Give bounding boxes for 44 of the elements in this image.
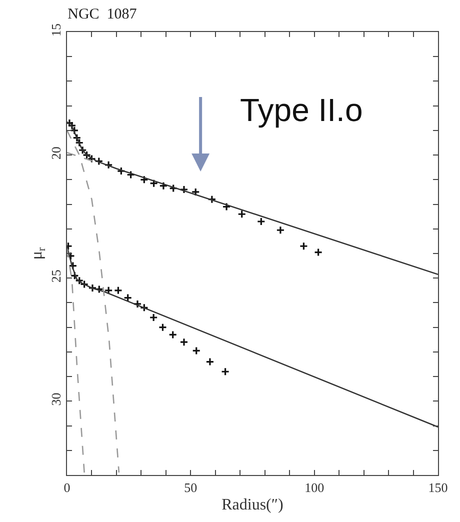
x-tick-label: 150 (428, 480, 448, 495)
point (168, 330, 178, 340)
point (140, 175, 148, 184)
point (208, 195, 216, 204)
point (180, 338, 188, 346)
point (159, 182, 168, 190)
point (314, 248, 323, 257)
point (191, 188, 200, 196)
point (68, 262, 78, 270)
point (149, 313, 158, 322)
point (158, 323, 168, 332)
point (220, 367, 230, 376)
point (276, 226, 285, 234)
point (169, 184, 178, 193)
point (238, 210, 246, 218)
point (150, 179, 158, 188)
point (94, 156, 104, 166)
line-series (67, 245, 438, 428)
chart-title: NGC 1087 (68, 6, 138, 22)
point (116, 166, 126, 176)
y-tick-label: 30 (48, 392, 64, 406)
point (67, 252, 76, 260)
x-tick-label: 0 (64, 480, 70, 495)
point (104, 286, 113, 295)
point (222, 202, 231, 212)
x-tick-label: 50 (184, 480, 198, 495)
line-series (67, 248, 85, 474)
line-series (67, 130, 120, 474)
x-tick-label: 100 (304, 480, 324, 495)
point (104, 160, 113, 170)
point (88, 284, 97, 292)
point (180, 185, 188, 194)
y-tick-label: 15 (48, 24, 64, 37)
point (192, 346, 201, 356)
point (114, 286, 122, 295)
point (299, 242, 308, 250)
x-axis-title: Radius(″) (222, 496, 284, 514)
point (126, 170, 136, 180)
annotation: Type II.o (240, 92, 363, 128)
point (256, 217, 266, 226)
point (94, 284, 104, 294)
point (206, 357, 214, 366)
y-tick-label: 20 (48, 146, 64, 160)
y-tick-label: 25 (48, 270, 64, 283)
